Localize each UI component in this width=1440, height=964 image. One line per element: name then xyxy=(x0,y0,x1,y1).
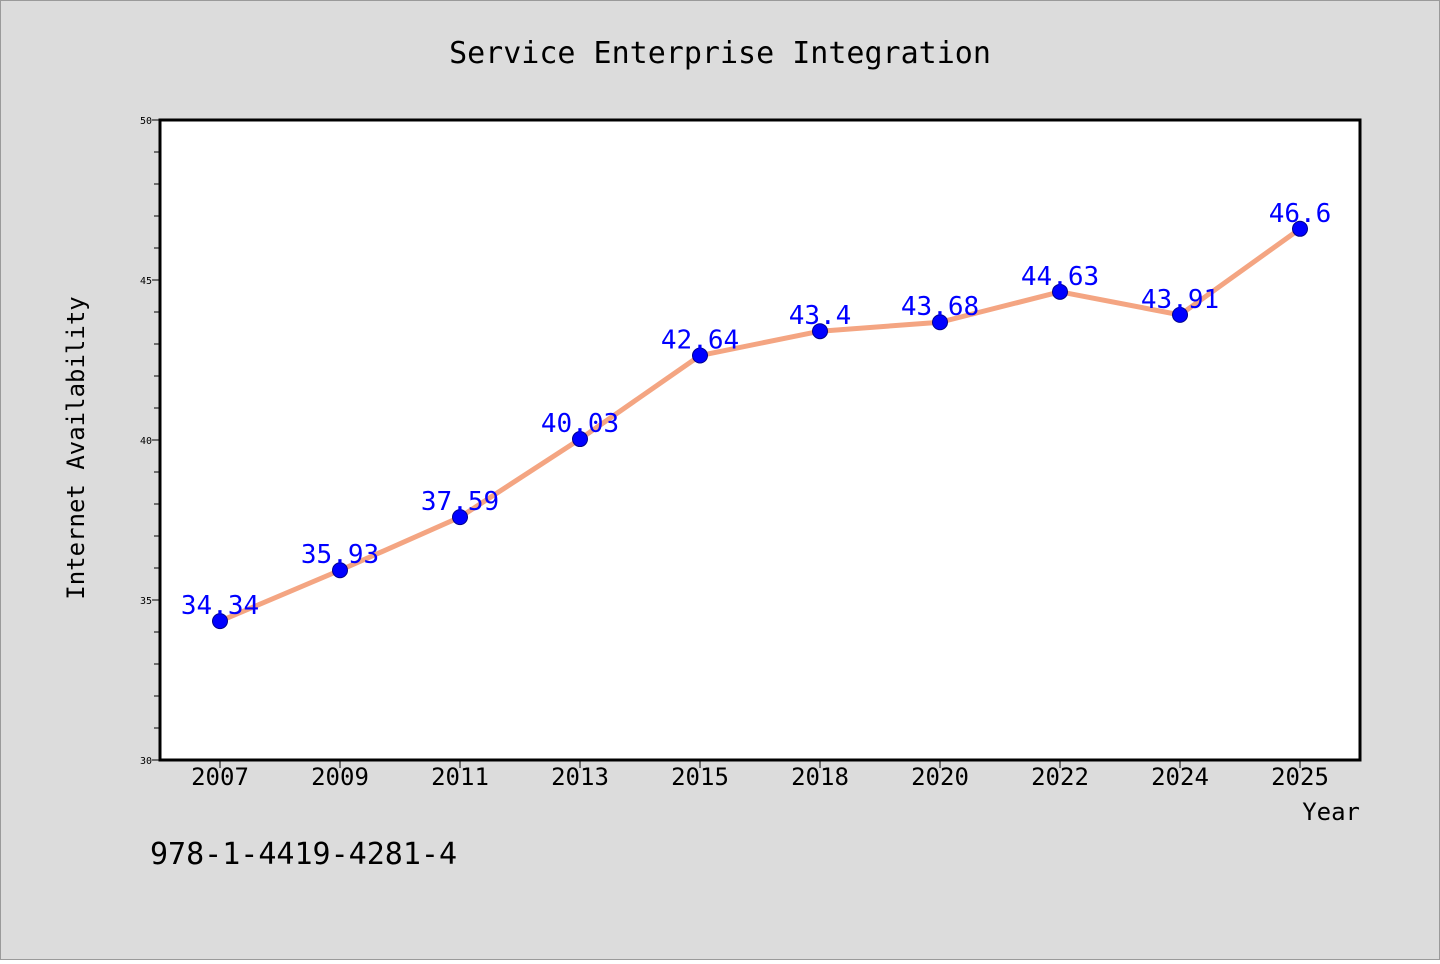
data-label: 40.03 xyxy=(541,409,619,439)
y-tick-label: 30 xyxy=(140,756,152,767)
data-point xyxy=(572,431,588,448)
data-point xyxy=(212,613,228,630)
data-point xyxy=(1172,306,1188,323)
plot-area xyxy=(158,118,1362,762)
series-line xyxy=(217,226,1303,624)
y-tick-label: 50 xyxy=(140,116,152,127)
data-labels-layer: 34.34 35.93 37.59 40.03 42.64 43.4 43.68 44.63 4… xyxy=(181,199,1331,621)
x-axis-ticks: 2007 2009 2011 2013 2015 2018 2020 2022 2024 2025 xyxy=(191,760,1329,791)
data-point xyxy=(812,323,828,340)
y-tick-label: 40 xyxy=(140,436,152,447)
y-axis-label: Internet Availability xyxy=(62,296,90,599)
y-tick-label: 45 xyxy=(140,276,152,287)
data-label: 43.91 xyxy=(1141,285,1219,315)
x-tick-label: 2022 xyxy=(1031,763,1089,791)
data-point xyxy=(932,314,948,331)
x-tick-label: 2020 xyxy=(911,763,969,791)
data-point xyxy=(1052,283,1068,300)
data-label: 44.63 xyxy=(1021,262,1099,292)
data-label: 43.4 xyxy=(789,301,852,331)
data-point xyxy=(332,562,348,579)
data-point xyxy=(1292,220,1308,237)
y-tick-label: 35 xyxy=(140,596,152,607)
x-tick-label: 2024 xyxy=(1151,763,1209,791)
x-tick-label: 2013 xyxy=(551,763,609,791)
data-point xyxy=(692,347,708,364)
data-label: 35.93 xyxy=(301,540,379,570)
data-label: 42.64 xyxy=(661,326,739,356)
footnote-isbn: 978-1-4419-4281-4 xyxy=(150,837,457,872)
data-point xyxy=(452,509,468,526)
x-tick-label: 2009 xyxy=(311,763,369,791)
x-tick-label: 2007 xyxy=(191,763,249,791)
x-tick-label: 2015 xyxy=(671,763,729,791)
x-tick-label: 2011 xyxy=(431,763,489,791)
y-axis-ticks: 30 35 40 45 50 xyxy=(140,116,160,767)
x-tick-label: 2025 xyxy=(1271,763,1329,791)
data-label: 34.34 xyxy=(181,591,259,621)
x-axis-label: Year xyxy=(1302,798,1360,826)
chart-title: Service Enterprise Integration xyxy=(449,36,991,71)
data-label: 46.6 xyxy=(1269,199,1332,229)
data-label: 43.68 xyxy=(901,292,979,322)
x-tick-label: 2018 xyxy=(791,763,849,791)
series-layer xyxy=(212,220,1308,630)
data-label: 37.59 xyxy=(421,487,499,517)
